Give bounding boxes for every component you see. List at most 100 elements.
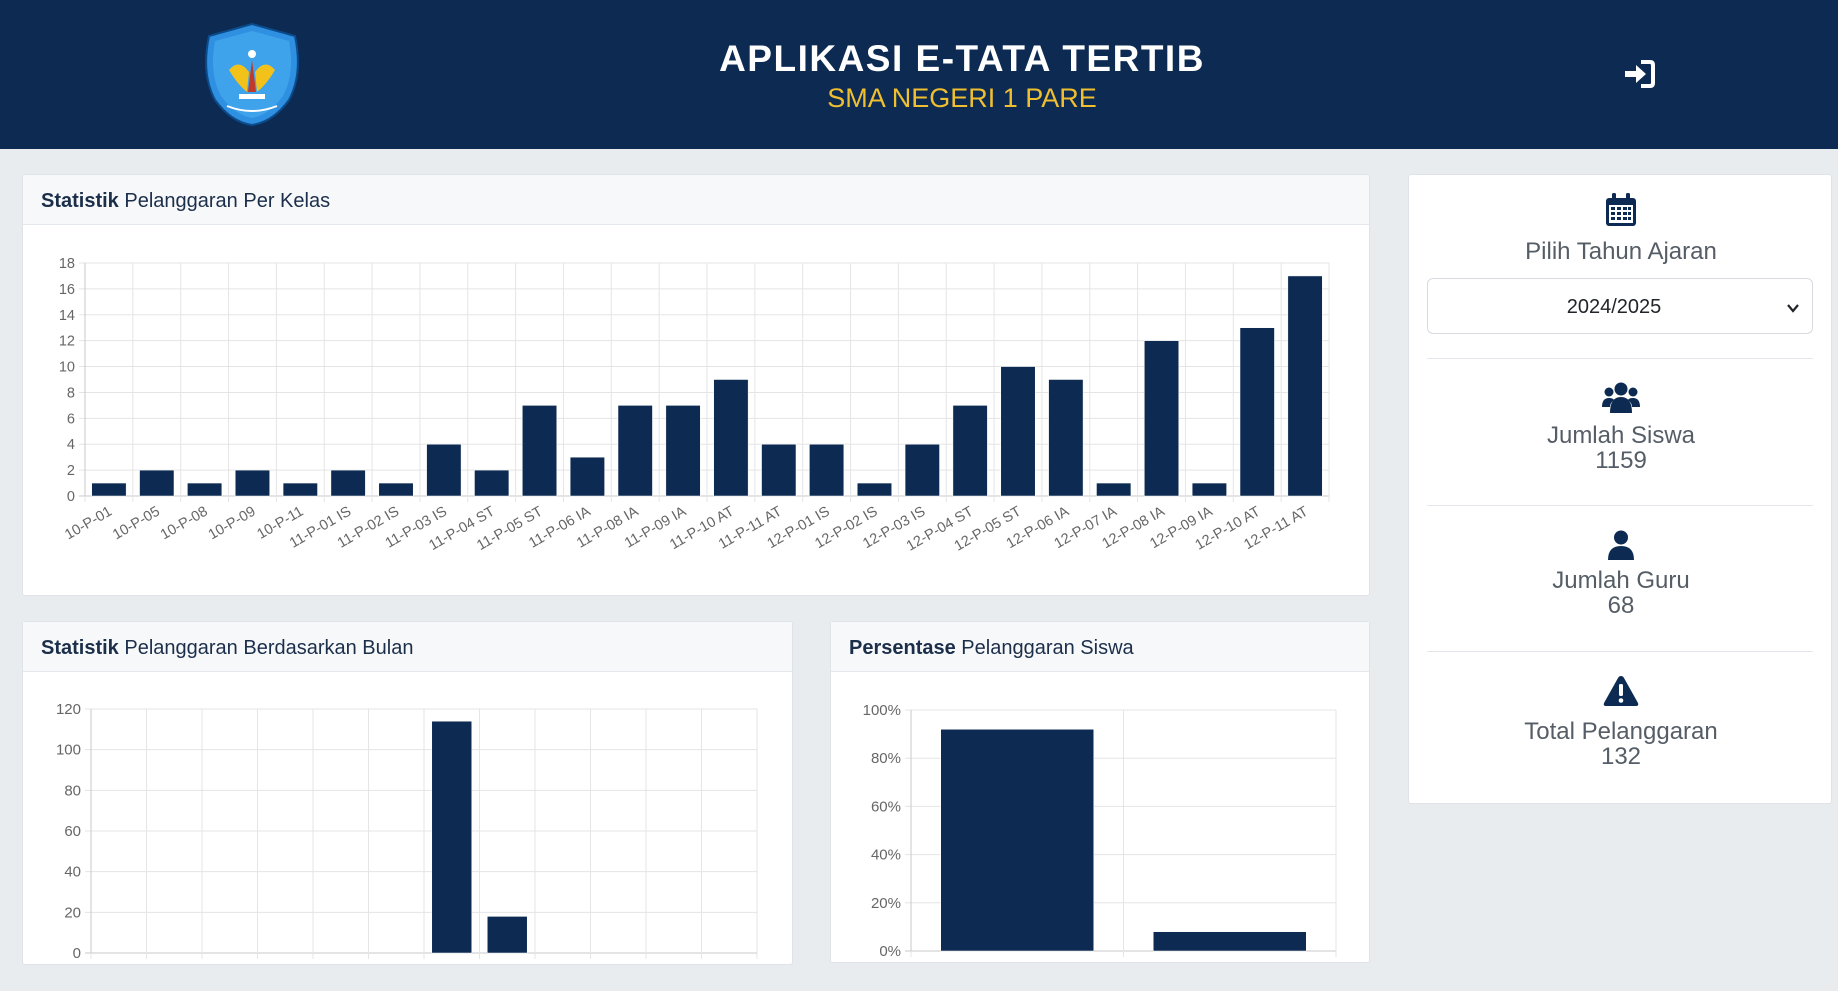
bar	[617, 405, 653, 497]
bar	[1287, 275, 1323, 497]
sign-in-icon[interactable]	[1623, 60, 1655, 88]
y-tick-label: 120	[56, 701, 81, 718]
bar	[474, 469, 510, 497]
y-tick-label: 60	[64, 823, 81, 840]
bar	[569, 456, 605, 497]
app-title-block: APLIKASI E-TATA TERTIB SMA NEGERI 1 PARE	[0, 36, 1838, 114]
bar	[330, 469, 366, 497]
bar	[1096, 482, 1132, 497]
summary-sidebar: Pilih Tahun Ajaran 2024/2025 Jumlah Sisw…	[1408, 174, 1832, 804]
y-tick-label: 40	[64, 864, 81, 881]
y-tick-label: 80%	[871, 750, 901, 767]
y-tick-label: 8	[67, 385, 75, 401]
app-title: APLIKASI E-TATA TERTIB	[719, 38, 1205, 79]
calendar-icon	[1606, 193, 1636, 226]
bar	[809, 443, 845, 497]
divider	[1427, 358, 1813, 359]
bar	[426, 443, 462, 497]
jumlah-siswa-value: 1159	[1595, 447, 1647, 474]
persentase-bar-chart: 0%20%40%60%80%100%Tidak Pernah Melanggar…	[863, 702, 1337, 960]
card-title: Statistik Pelanggaran Per Kelas	[23, 175, 1369, 225]
card-title-bold: Persentase	[849, 637, 956, 659]
y-tick-label: 0	[73, 945, 81, 962]
user-icon	[1608, 530, 1634, 560]
users-icon	[1602, 382, 1640, 413]
y-tick-label: 14	[59, 308, 75, 324]
app-header: APLIKASI E-TATA TERTIB SMA NEGERI 1 PARE	[0, 0, 1838, 149]
total-pelanggaran-value: 132	[1600, 743, 1642, 770]
tahun-ajaran-selected: 2024/2025	[1566, 296, 1662, 318]
card-title: Statistik Pelanggaran Berdasarkan Bulan	[23, 622, 792, 672]
y-tick-label: 80	[64, 782, 81, 799]
bar	[522, 405, 558, 497]
chart-card-persentase: Persentase Pelanggaran Siswa 0% 20% 40% 60%…	[830, 621, 1370, 963]
jumlah-guru-label: Jumlah Guru	[1552, 567, 1690, 594]
y-tick-label: 60%	[871, 798, 901, 815]
x-tick-label: 10-P-09	[206, 504, 259, 544]
bar	[713, 379, 749, 497]
card-title-bold: Statistik	[41, 637, 119, 659]
y-tick-label: 4	[67, 437, 75, 453]
bar	[1239, 327, 1275, 497]
y-tick-label: 0	[67, 489, 75, 505]
y-tick-label: 2	[67, 463, 75, 479]
total-pelanggaran-label: Total Pelanggaran	[1524, 718, 1718, 745]
bar	[139, 469, 175, 497]
x-tick-label: 10-P-01	[62, 504, 115, 544]
card-title-rest: Pelanggaran Berdasarkan Bulan	[118, 637, 414, 659]
jumlah-guru-value: 68	[1607, 592, 1635, 619]
bar	[1000, 366, 1036, 497]
tahun-ajaran-select[interactable]: 2024/2025	[1427, 278, 1813, 334]
chart-card-per-kelas: Statistik Pelanggaran Per Kelas 0 2 4 6 8 10 1…	[22, 174, 1370, 596]
bar	[1153, 931, 1307, 952]
bar	[187, 482, 223, 497]
warning-icon	[1603, 676, 1639, 706]
bar	[487, 916, 528, 954]
school-logo	[205, 22, 299, 126]
chevron-down-icon	[1787, 304, 1799, 313]
x-tick-label: 10-P-08	[158, 504, 211, 544]
y-tick-label: 40%	[871, 847, 901, 864]
school-name: SMA NEGERI 1 PARE	[827, 83, 1097, 113]
bar	[234, 469, 270, 497]
bar	[940, 729, 1094, 952]
y-tick-label: 18	[59, 256, 75, 272]
y-tick-label: 6	[67, 411, 75, 427]
bulan-bar-chart: 020406080100120JanFebMarAprMayJunJulAugS…	[56, 701, 758, 962]
jumlah-siswa-block: Jumlah Siswa 1159	[1409, 381, 1833, 473]
card-title-rest: Pelanggaran Per Kelas	[118, 190, 331, 212]
y-tick-label: 0%	[879, 943, 901, 960]
card-title-bold: Statistik	[41, 190, 119, 212]
y-tick-label: 100	[56, 742, 81, 759]
y-tick-label: 12	[59, 334, 75, 350]
y-tick-label: 20	[64, 904, 81, 921]
bar	[1144, 340, 1180, 497]
bar	[952, 405, 988, 497]
chart-card-per-bulan: Statistik Pelanggaran Berdasarkan Bulan …	[22, 621, 793, 965]
divider	[1427, 651, 1813, 652]
bar	[1191, 482, 1227, 497]
bar	[904, 443, 940, 497]
bar	[378, 482, 414, 497]
card-title: Persentase Pelanggaran Siswa	[831, 622, 1369, 672]
divider	[1427, 505, 1813, 506]
y-tick-label: 10	[59, 360, 75, 376]
bar	[856, 482, 892, 497]
bar	[665, 405, 701, 497]
x-tick-label: 10-P-05	[110, 504, 163, 544]
y-tick-label: 20%	[871, 895, 901, 912]
bar	[431, 720, 472, 954]
total-pelanggaran-block: Total Pelanggaran 132	[1409, 675, 1833, 769]
bar	[91, 482, 127, 497]
bar	[282, 482, 318, 497]
bar	[1048, 379, 1084, 497]
tahun-ajaran-block: Pilih Tahun Ajaran	[1409, 193, 1833, 265]
y-tick-label: 16	[59, 282, 75, 298]
bar	[761, 443, 797, 497]
jumlah-siswa-label: Jumlah Siswa	[1546, 422, 1696, 449]
kelas-bar-chart: 0 2 4 6 8 10 12 14 16 18 10-P-0110-P-0510-P-0810-P…	[59, 256, 1330, 555]
card-title-rest: Pelanggaran Siswa	[955, 637, 1134, 659]
tahun-ajaran-label: Pilih Tahun Ajaran	[1525, 238, 1717, 265]
jumlah-guru-block: Jumlah Guru 68	[1409, 530, 1833, 618]
y-tick-label: 100%	[863, 702, 901, 719]
